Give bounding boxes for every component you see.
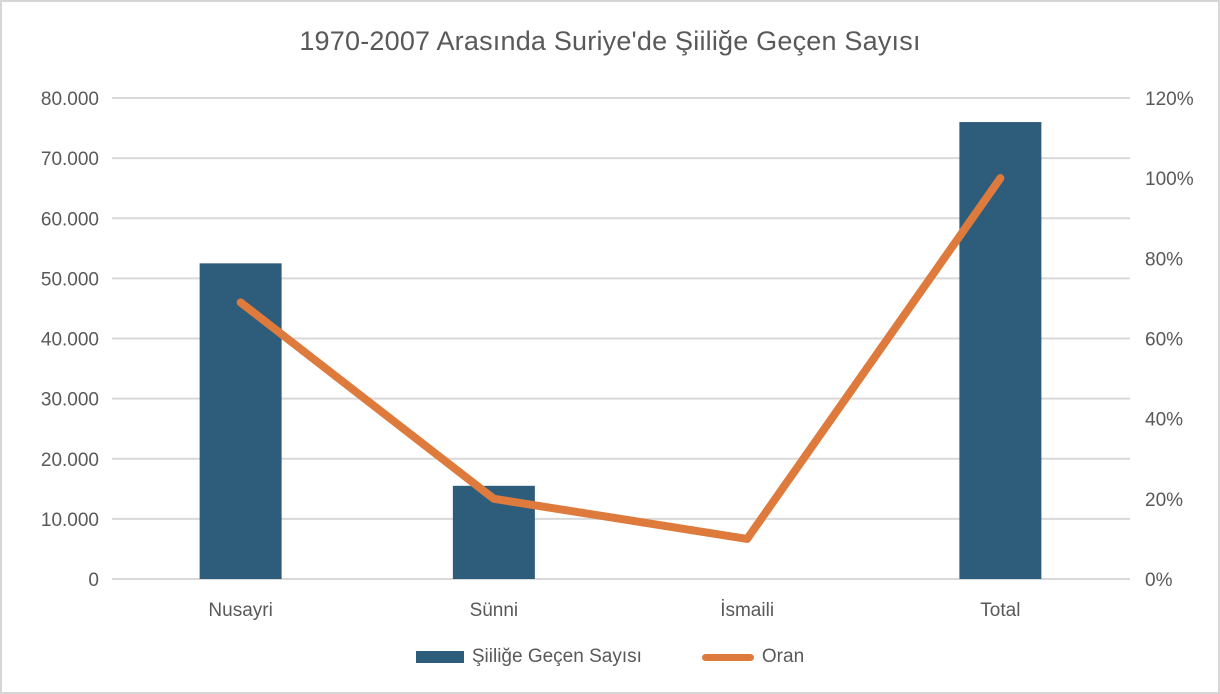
line-series <box>236 174 1005 543</box>
left-axis-tick-label: 30.000 <box>41 390 99 411</box>
left-axis-tick-label: 40.000 <box>41 330 99 351</box>
chart-title: 1970-2007 Arasında Suriye'de Şiiliğe Geç… <box>299 26 921 56</box>
legend-item-line-series: Oran <box>701 646 805 668</box>
right-axis-tick-label: 80% <box>1145 249 1183 270</box>
left-axis-tick-label: 70.000 <box>41 149 99 170</box>
category-label: İsmaili <box>720 600 774 621</box>
left-axis-tick-label: 10.000 <box>41 510 99 531</box>
bar-series-swatch <box>415 651 464 663</box>
left-axis-tick-label: 60.000 <box>41 209 99 230</box>
right-axis-tick-label: 20% <box>1145 490 1183 511</box>
legend-label-line-series: Oran <box>761 646 805 667</box>
chart-legend: Şiiliğe Geçen Sayısı Oran <box>2 646 1218 668</box>
right-axis-tick-label: 60% <box>1145 330 1183 351</box>
bar <box>199 263 282 579</box>
category-label: Sünni <box>470 600 519 621</box>
left-axis-tick-label: 20.000 <box>41 450 99 471</box>
right-axis-tick-label: 40% <box>1145 410 1183 431</box>
bar <box>959 122 1042 580</box>
left-axis-tick-label: 80.000 <box>41 89 99 110</box>
legend-label-bar-series: Şiiliğe Geçen Sayısı <box>471 646 642 667</box>
category-label: Nusayri <box>208 600 272 621</box>
left-axis-tick-label: 0 <box>88 570 99 591</box>
right-axis-tick-label: 100% <box>1145 169 1194 190</box>
left-axis-tick-label: 50.000 <box>41 269 99 290</box>
line-series-swatch <box>701 653 754 661</box>
right-axis-tick-label: 0% <box>1145 570 1173 591</box>
category-label: Total <box>980 600 1020 621</box>
right-axis-tick-label: 120% <box>1145 89 1194 110</box>
legend-item-bar-series: Şiiliğe Geçen Sayısı <box>415 646 642 668</box>
